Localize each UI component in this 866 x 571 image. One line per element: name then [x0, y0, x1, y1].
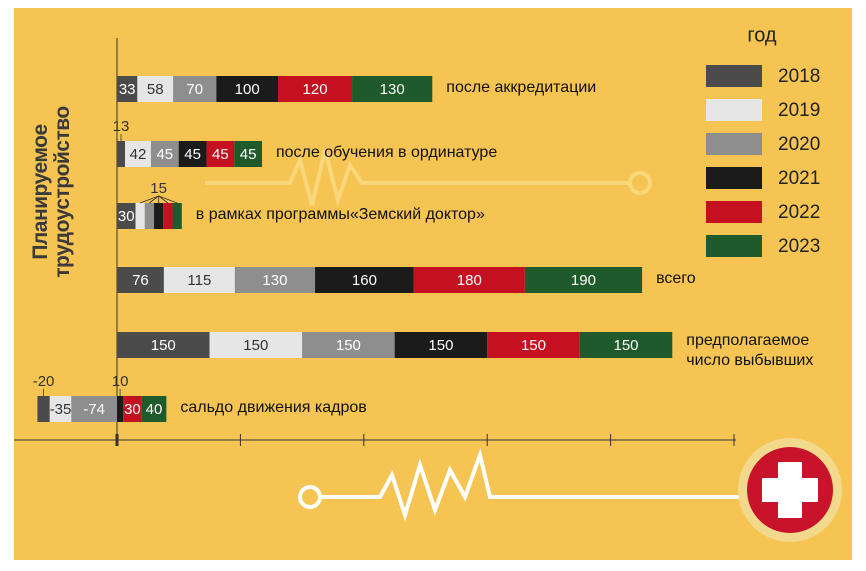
bar-segment — [352, 76, 433, 102]
value-label: 76 — [132, 272, 149, 289]
bar-segment — [150, 141, 179, 167]
bar-segment — [487, 332, 580, 358]
value-label: -74 — [83, 401, 105, 418]
leader-line — [158, 195, 169, 204]
decor-heartbeat — [320, 447, 740, 522]
value-label: 45 — [240, 146, 257, 163]
y-axis-label: Планируемое трудоустройство — [29, 106, 74, 278]
bar-segment — [117, 267, 164, 293]
value-label: 130 — [262, 272, 287, 289]
value-label: 13 — [113, 118, 130, 135]
value-label: 30 — [124, 401, 141, 418]
bar-segment — [37, 396, 50, 422]
value-label: 100 — [235, 81, 260, 98]
decor-pulse — [205, 149, 630, 207]
bar-segment — [234, 141, 262, 167]
legend-label: 2022 — [778, 202, 820, 223]
bar-segment — [125, 141, 151, 167]
value-label: 30 — [118, 208, 135, 225]
bar-segment — [141, 396, 167, 422]
value-label: 150 — [151, 337, 176, 354]
value-label: 33 — [119, 81, 136, 98]
bar-segment — [172, 203, 182, 229]
leader-line — [139, 195, 159, 204]
value-label: 150 — [243, 337, 268, 354]
bar-segment — [123, 396, 142, 422]
bar-segment — [117, 76, 138, 102]
cross — [762, 462, 818, 518]
value-label: 150 — [336, 337, 361, 354]
category-label: всего — [656, 270, 696, 287]
legend-label: 2021 — [778, 168, 820, 189]
value-label: 42 — [130, 146, 147, 163]
value-label: 150 — [521, 337, 546, 354]
legend-label: 2019 — [778, 100, 820, 121]
value-label: 130 — [380, 81, 405, 98]
legend-swatch — [706, 133, 762, 155]
value-label: 45 — [156, 146, 173, 163]
category-label: после аккредитации — [446, 79, 597, 96]
bar-segment — [173, 76, 217, 102]
bar-segment — [234, 267, 316, 293]
legend-swatch — [706, 99, 762, 121]
value-label: 45 — [184, 146, 201, 163]
value-label: 40 — [146, 401, 163, 418]
bar-segment — [71, 396, 117, 422]
bar-segment — [117, 332, 210, 358]
bar-segment — [579, 332, 673, 358]
bar-segment — [178, 141, 207, 167]
decor-circle — [628, 171, 652, 195]
value-label: 150 — [428, 337, 453, 354]
leader-line — [149, 195, 159, 204]
bar-segment — [413, 267, 525, 293]
value-label: 70 — [186, 81, 203, 98]
bar-segment — [117, 141, 126, 167]
bar-segment — [117, 203, 136, 229]
value-label: 190 — [571, 272, 596, 289]
legend-label: 2018 — [778, 66, 820, 87]
value-label: -35 — [50, 401, 72, 418]
bar-segment — [278, 76, 353, 102]
bar-segment — [315, 267, 414, 293]
value-label: 58 — [147, 81, 164, 98]
legend-swatch — [706, 65, 762, 87]
bar-segment — [206, 141, 235, 167]
category-label: предполагаемое число выбывших — [686, 332, 814, 369]
value-label: 115 — [187, 272, 211, 289]
bar-segment — [135, 203, 145, 229]
value-label: -20 — [33, 373, 55, 390]
category-label: после обучения в ординатуре — [275, 144, 498, 161]
value-label: 10 — [112, 373, 129, 390]
bar-segment — [216, 76, 279, 102]
legend-swatch — [706, 201, 762, 223]
bar-segment — [394, 332, 488, 358]
legend-label: 2023 — [778, 236, 820, 257]
legend-title: год — [747, 24, 777, 46]
leader-line — [158, 195, 178, 204]
bar-segment — [144, 203, 155, 229]
bar-segment — [163, 267, 235, 293]
bar-segment — [137, 76, 174, 102]
value-label: 45 — [212, 146, 229, 163]
category-label: сальдо движения кадров — [180, 399, 367, 416]
decor-circle — [298, 485, 322, 509]
value-label: 150 — [614, 337, 639, 354]
value-label: 180 — [457, 272, 482, 289]
bar-segment — [209, 332, 303, 358]
bar-segment — [154, 203, 164, 229]
legend-swatch — [706, 167, 762, 189]
legend-label: 2020 — [778, 134, 820, 155]
bar-segment — [163, 203, 173, 229]
legend-swatch — [706, 235, 762, 257]
value-label: 160 — [352, 272, 377, 289]
value-label: 15 — [150, 180, 167, 197]
value-label: 120 — [303, 81, 328, 98]
category-label: в рамках программы«Земский доктор» — [195, 206, 485, 223]
bar-segment — [302, 332, 395, 358]
bar-segment — [117, 396, 124, 422]
bar-segment — [49, 396, 72, 422]
bar-segment — [524, 267, 643, 293]
